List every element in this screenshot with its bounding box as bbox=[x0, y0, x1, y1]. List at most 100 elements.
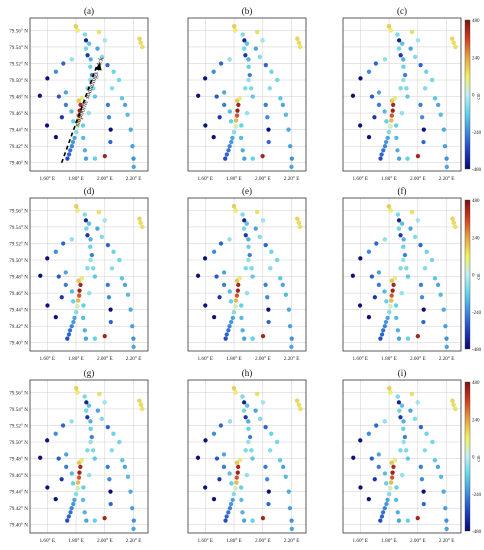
data-point bbox=[86, 221, 92, 226]
data-point bbox=[429, 257, 435, 263]
data-point bbox=[203, 438, 208, 443]
data-point bbox=[82, 212, 88, 217]
data-point bbox=[214, 94, 219, 99]
colorbar-tick-label: 240 bbox=[472, 56, 480, 61]
data-point bbox=[227, 109, 233, 114]
data-point bbox=[217, 294, 222, 300]
data-point bbox=[223, 336, 228, 341]
data-point bbox=[59, 114, 65, 120]
y-tick-label: 79.54° N bbox=[9, 44, 28, 51]
colorbar-unit: cm bbox=[477, 273, 482, 279]
data-point bbox=[231, 129, 237, 135]
data-point bbox=[415, 515, 420, 521]
data-point bbox=[99, 416, 105, 422]
data-point bbox=[73, 491, 79, 497]
data-point bbox=[366, 496, 372, 502]
data-point bbox=[45, 76, 50, 81]
data-point bbox=[125, 474, 131, 480]
data-point bbox=[85, 414, 90, 420]
data-point bbox=[89, 252, 95, 258]
data-point bbox=[453, 44, 458, 50]
data-point bbox=[75, 486, 80, 491]
x-tick-label: 1.60° E bbox=[39, 355, 55, 362]
data-point bbox=[85, 448, 90, 453]
data-point bbox=[415, 38, 421, 43]
x-tick-label: 2.20° E bbox=[439, 175, 455, 182]
data-point bbox=[64, 518, 70, 523]
data-point bbox=[246, 257, 251, 263]
data-point bbox=[383, 481, 389, 486]
data-point bbox=[376, 102, 382, 108]
data-point bbox=[444, 164, 450, 170]
data-point bbox=[211, 431, 217, 437]
data-point bbox=[76, 475, 82, 480]
data-point bbox=[408, 226, 413, 231]
data-point bbox=[65, 336, 70, 341]
data-point bbox=[88, 439, 93, 445]
data-point bbox=[229, 139, 234, 145]
data-point bbox=[358, 256, 363, 261]
data-point bbox=[63, 90, 69, 95]
data-point bbox=[72, 497, 77, 503]
colorbar-tick-label: -480 bbox=[472, 348, 482, 353]
data-point bbox=[69, 143, 75, 149]
data-point bbox=[86, 472, 92, 478]
data-point bbox=[233, 304, 238, 309]
data-point bbox=[384, 501, 389, 507]
data-point bbox=[218, 61, 224, 66]
data-point bbox=[105, 242, 111, 248]
data-point bbox=[108, 501, 113, 507]
panel-label: (b) bbox=[242, 6, 253, 16]
data-point bbox=[294, 398, 300, 403]
data-point bbox=[395, 212, 401, 217]
data-point bbox=[230, 497, 235, 503]
data-point bbox=[78, 464, 83, 470]
data-point bbox=[222, 156, 228, 161]
data-point bbox=[422, 448, 428, 453]
data-point bbox=[384, 119, 389, 124]
data-point bbox=[105, 282, 111, 288]
data-point bbox=[396, 518, 402, 523]
data-point bbox=[84, 400, 89, 405]
data-point bbox=[247, 434, 253, 440]
data-point bbox=[119, 275, 125, 281]
data-point bbox=[398, 266, 403, 271]
data-point bbox=[66, 332, 72, 337]
data-point bbox=[350, 273, 356, 278]
data-point bbox=[131, 156, 136, 161]
x-tick-label: 1.60° E bbox=[197, 175, 213, 182]
y-tick-label: 79.56° N bbox=[9, 207, 28, 214]
data-point bbox=[246, 244, 251, 250]
data-point bbox=[71, 319, 76, 325]
data-point bbox=[217, 476, 222, 482]
map-panel-h: (h) 1.60° E 1.80° E 2.00° E 2.20° E bbox=[187, 368, 307, 544]
data-point bbox=[105, 464, 110, 470]
data-point bbox=[109, 448, 115, 453]
data-point bbox=[415, 218, 421, 223]
data-point bbox=[203, 303, 208, 308]
data-point bbox=[263, 102, 268, 108]
data-point bbox=[131, 164, 136, 170]
y-tick-label: 79.52° N bbox=[9, 422, 28, 429]
data-point bbox=[267, 448, 273, 453]
data-point bbox=[393, 497, 399, 503]
data-point bbox=[424, 249, 429, 255]
data-point bbox=[391, 282, 396, 288]
data-point bbox=[84, 226, 89, 231]
data-point bbox=[369, 94, 375, 99]
data-point bbox=[404, 86, 409, 91]
data-point bbox=[83, 336, 89, 341]
data-point bbox=[254, 209, 260, 215]
data-point bbox=[388, 390, 393, 395]
data-point bbox=[195, 455, 201, 460]
data-point bbox=[233, 298, 239, 303]
data-point bbox=[70, 139, 76, 145]
data-point bbox=[366, 69, 372, 75]
data-point bbox=[238, 135, 244, 141]
data-point bbox=[260, 153, 265, 159]
colorbar-tick-label: -240 bbox=[472, 493, 482, 498]
data-point bbox=[231, 204, 237, 209]
colorbar bbox=[464, 381, 471, 532]
x-tick-label: 2.00° E bbox=[97, 175, 113, 182]
data-point bbox=[83, 156, 89, 161]
